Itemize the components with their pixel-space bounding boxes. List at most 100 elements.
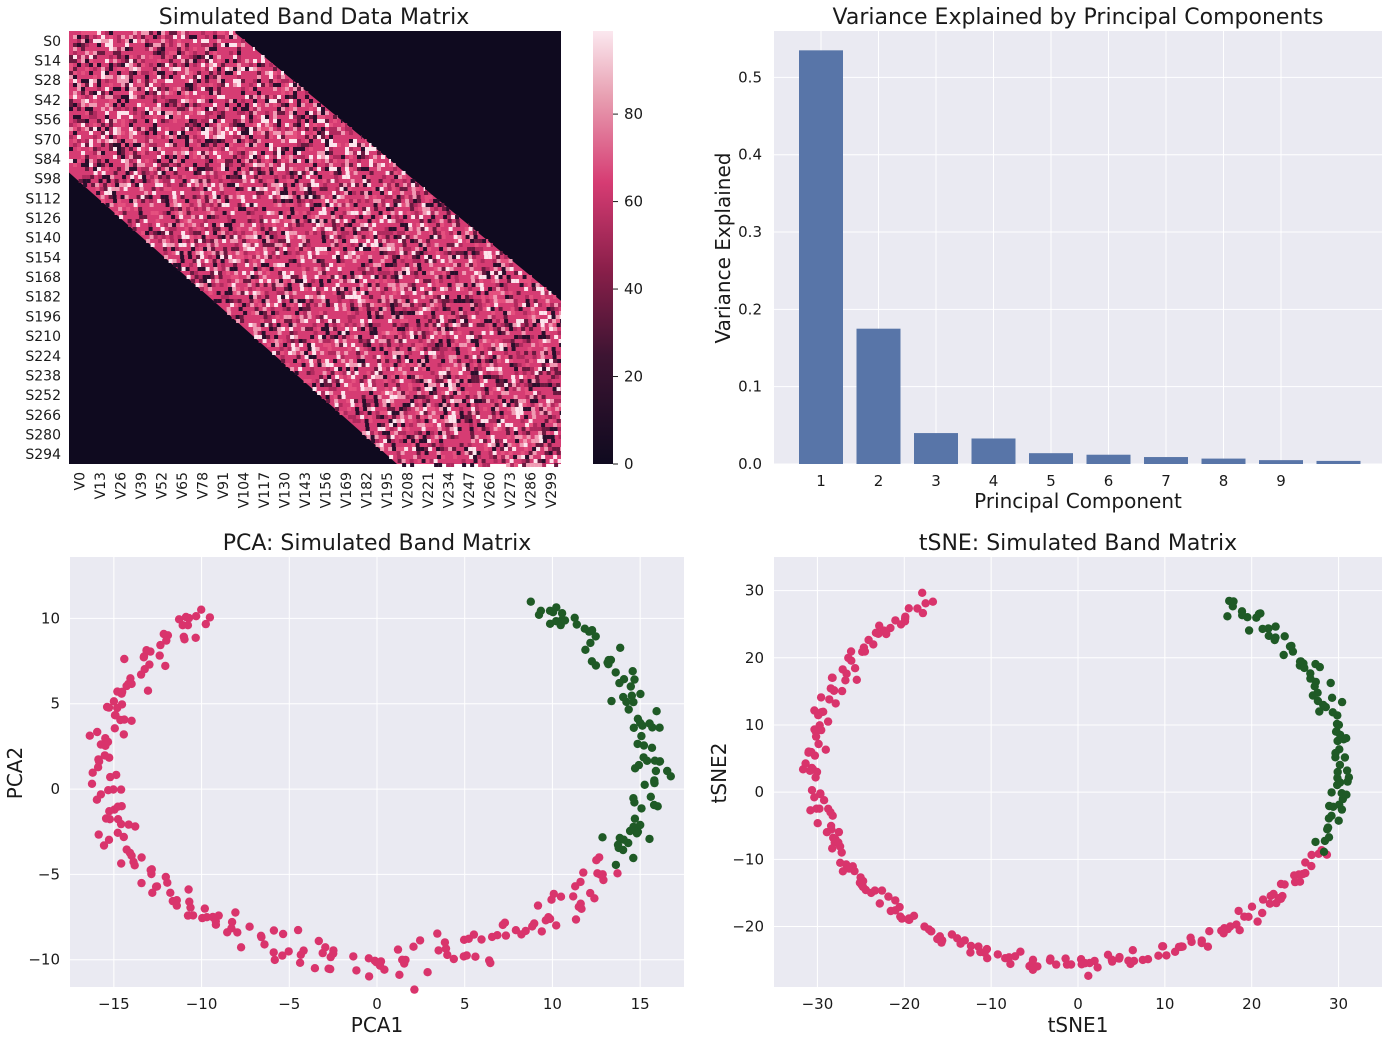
heatmap-cell [454, 271, 459, 275]
heatmap-cell [520, 451, 525, 455]
heatmap-cell [242, 243, 247, 247]
heatmap-cell [546, 431, 551, 435]
heatmap-cell [316, 259, 321, 263]
heatmap-cell [305, 111, 309, 115]
heatmap-cell [177, 159, 181, 163]
scatter-point-pink [119, 832, 128, 842]
heatmap-cell [463, 251, 468, 255]
heatmap-cell [206, 275, 211, 279]
heatmap-cell [202, 275, 207, 279]
heatmap-cell [486, 339, 491, 343]
heatmap-cell [456, 351, 461, 355]
heatmap-cell [303, 183, 308, 187]
heatmap-cell [370, 271, 375, 275]
heatmap-cell [556, 419, 561, 423]
heatmap-cell [391, 247, 396, 251]
heatmap-cell [291, 315, 296, 319]
heatmap-cell [397, 235, 402, 239]
heatmap-cell [365, 263, 370, 267]
heatmap-cell [109, 75, 113, 79]
heatmap-cell [389, 363, 394, 367]
heatmap-cell [431, 315, 436, 319]
heatmap-cell [105, 87, 109, 91]
heatmap-cell [423, 315, 428, 319]
heatmap-cell [421, 295, 426, 299]
scatter-point-pink [837, 686, 847, 696]
heatmap-cell [210, 271, 215, 275]
heatmap-cell [276, 351, 281, 355]
heatmap-cell [193, 91, 197, 95]
heatmap-cell [300, 351, 305, 355]
heatmap-cell [492, 259, 497, 263]
scatter-point-pink [842, 669, 851, 678]
heatmap-cell [281, 231, 286, 235]
heatmap-cell [344, 287, 349, 291]
heatmap-cell [273, 67, 277, 71]
heatmap-cell [305, 295, 310, 299]
heatmap-cell [299, 279, 304, 283]
heatmap-cell [448, 323, 453, 327]
heatmap-cell [217, 39, 221, 43]
heatmap-cell [312, 323, 317, 327]
heatmap-cell [257, 155, 261, 159]
heatmap-cell [511, 443, 516, 447]
heatmap-cell [337, 295, 342, 299]
heatmap-cell [494, 403, 499, 407]
heatmap-cell [432, 415, 437, 419]
heatmap-cell [357, 159, 361, 163]
heatmap-cell [349, 327, 354, 331]
heatmap-cell [321, 359, 326, 363]
heatmap-cell [325, 123, 329, 127]
heatmap-cell [133, 163, 137, 167]
heatmap-cell [321, 295, 326, 299]
heatmap-cell [157, 47, 161, 51]
heatmap-cell [377, 299, 382, 303]
heatmap-cell [435, 279, 440, 283]
heatmap-cell [330, 179, 335, 183]
heatmap-cell [298, 339, 303, 343]
heatmap-cell [381, 295, 386, 299]
heatmap-cell [254, 175, 259, 179]
heatmap-cell [285, 135, 289, 139]
heatmap-cell [491, 375, 496, 379]
heatmap-cell [343, 251, 348, 255]
scatter-point-pink [807, 786, 817, 795]
heatmap-cell [444, 287, 449, 291]
heatmap-cell [189, 167, 193, 171]
heatmap-cell [263, 219, 268, 223]
heatmap-cell [395, 315, 400, 319]
heatmap-cell [484, 419, 489, 423]
heatmap-cell [397, 427, 402, 431]
heatmap-cell [236, 195, 241, 199]
heatmap-cell [205, 87, 209, 91]
heatmap-cell [325, 327, 330, 331]
heatmap-cell [527, 439, 532, 443]
heatmap-cell [153, 171, 158, 175]
heatmap-cell [332, 195, 337, 199]
heatmap-cell [305, 231, 310, 235]
heatmap-cell [173, 87, 177, 91]
heatmap-cell [540, 287, 545, 291]
heatmap-cell [481, 395, 486, 399]
heatmap-cell [468, 323, 473, 327]
heatmap-cell [498, 275, 503, 279]
heatmap-cell [437, 267, 442, 271]
scatter-point-pink [441, 944, 451, 953]
heatmap-cell [457, 359, 462, 363]
heatmap-cell [273, 231, 278, 235]
heatmap-cell [479, 279, 484, 283]
heatmap-cell [373, 155, 377, 159]
heatmap-cell [312, 195, 317, 199]
heatmap-cell [392, 195, 397, 199]
heatmap-cell [210, 239, 215, 243]
heatmap-cell [241, 135, 245, 139]
heatmap-cell [121, 147, 125, 151]
heatmap-cell [153, 107, 157, 111]
heatmap-cell [421, 423, 426, 427]
heatmap-cell [237, 135, 241, 139]
heatmap-cell [339, 187, 344, 191]
heatmap-cell [413, 455, 418, 459]
heatmap-cell [185, 131, 189, 135]
heatmap-cell [357, 163, 361, 167]
heatmap-cell [368, 255, 373, 259]
